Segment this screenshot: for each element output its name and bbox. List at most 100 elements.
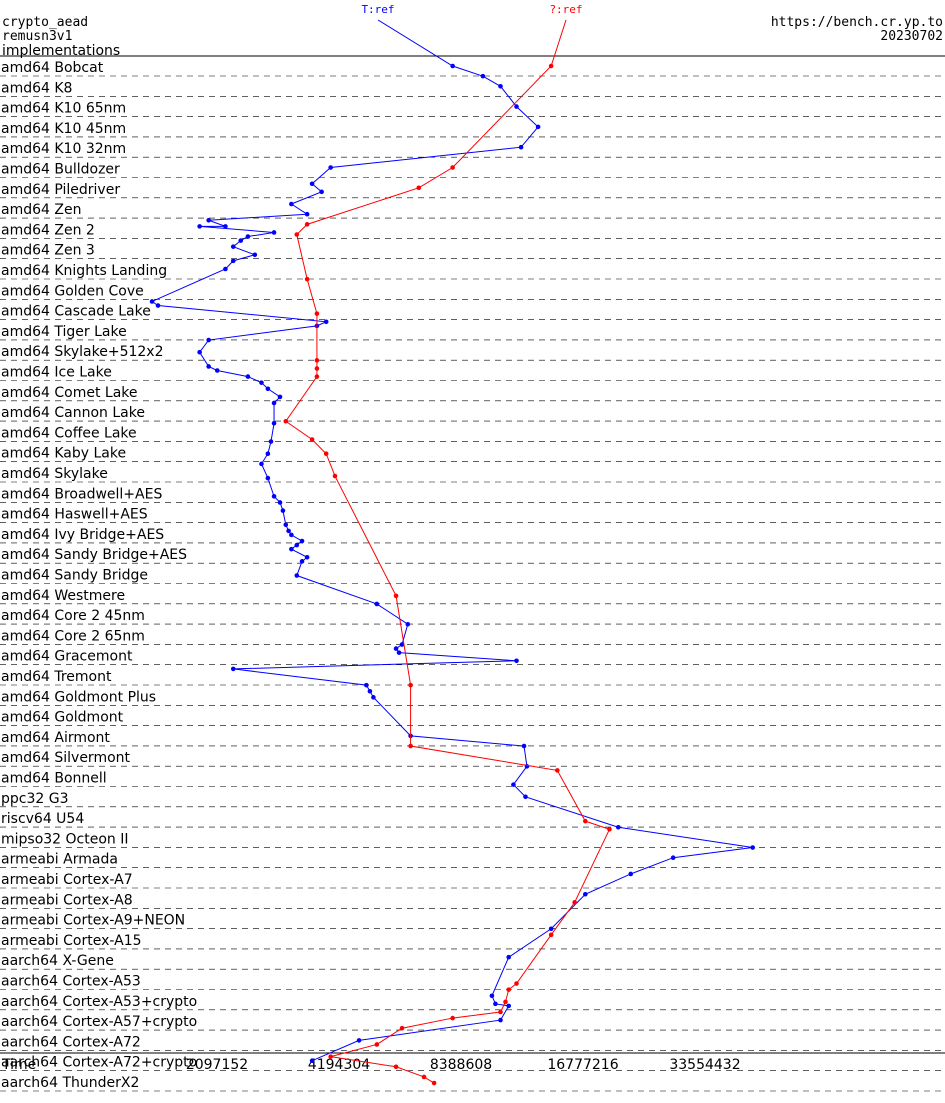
data-point: [506, 1003, 512, 1009]
category-label: amd64 Cannon Lake: [1, 405, 145, 421]
category-label: amd64 K10 32nm: [1, 141, 126, 157]
data-point: [514, 981, 519, 986]
series-legend-label: ?:ref: [549, 3, 582, 16]
category-label: amd64 Comet Lake: [1, 385, 138, 401]
data-point: [286, 528, 291, 534]
category-label: aarch64 Cortex-A53+crypto: [1, 994, 197, 1010]
data-point: [548, 932, 554, 938]
data-point: [374, 601, 380, 607]
data-point: [506, 954, 512, 960]
data-point: [271, 420, 277, 426]
data-point: [304, 211, 310, 217]
category-label: aarch64 Cortex-A57+crypto: [1, 1014, 197, 1030]
data-point: [498, 1017, 503, 1023]
category-label: armeabi Cortex-A9+NEON: [1, 913, 185, 929]
category-label: armeabi Armada: [1, 852, 118, 868]
category-label: amd64 Broadwell+AES: [1, 486, 162, 502]
data-point: [328, 165, 333, 170]
title-algorithm: remusn3v1: [2, 29, 73, 44]
data-point: [265, 386, 271, 392]
data-point: [408, 682, 413, 688]
x-tick-label: 16777216: [547, 1057, 618, 1073]
data-point: [230, 666, 236, 672]
data-point: [223, 266, 228, 272]
category-label: amd64 Knights Landing: [1, 263, 167, 279]
header-date: 20230702: [880, 29, 943, 44]
category-label: amd64 Skylake: [1, 466, 108, 482]
data-point: [230, 244, 236, 249]
data-point: [289, 532, 294, 538]
data-point: [670, 855, 676, 860]
data-point: [277, 500, 283, 505]
category-label: aarch64 X-Gene: [1, 953, 114, 969]
data-point: [548, 926, 554, 932]
category-label: mipso32 Octeon II: [1, 831, 129, 847]
category-label: amd64 Sandy Bridge: [1, 568, 148, 584]
category-label: amd64 Haswell+AES: [1, 507, 148, 523]
data-point: [583, 818, 588, 824]
data-point: [294, 232, 300, 237]
category-label: riscv64 U54: [1, 811, 84, 827]
category-label: amd64 Piledriver: [1, 182, 120, 198]
data-point: [214, 368, 220, 373]
data-point: [489, 993, 495, 999]
data-point: [503, 999, 508, 1005]
category-label: amd64 Zen: [1, 202, 81, 218]
data-point: [493, 1001, 498, 1007]
data-point: [399, 642, 405, 647]
data-point: [149, 299, 155, 304]
data-point: [555, 768, 560, 773]
data-point: [367, 688, 373, 694]
data-point: [309, 181, 315, 187]
category-label: armeabi Cortex-A15: [1, 933, 142, 949]
data-point: [289, 201, 294, 207]
data-point: [607, 826, 612, 832]
data-point: [283, 418, 289, 424]
data-point: [259, 380, 264, 385]
category-label: aarch64 Cortex-A72+crypto: [1, 1055, 197, 1071]
data-point: [265, 451, 271, 457]
data-point: [283, 522, 289, 528]
data-point: [480, 73, 486, 79]
data-point: [374, 1042, 380, 1047]
category-label: amd64 Zen 3: [1, 243, 95, 259]
data-point: [271, 230, 277, 235]
data-point: [206, 217, 211, 223]
data-point: [280, 508, 286, 513]
category-label: amd64 Golden Cove: [1, 283, 144, 299]
data-point: [408, 743, 413, 749]
category-label: amd64 Airmont: [1, 730, 110, 746]
data-point: [431, 1080, 437, 1086]
data-point: [223, 224, 228, 229]
data-point: [294, 542, 300, 548]
data-point: [521, 743, 527, 749]
data-point: [304, 554, 310, 560]
data-point: [319, 189, 324, 195]
data-point: [498, 84, 503, 89]
category-label: amd64 K10 65nm: [1, 101, 126, 117]
data-point: [535, 124, 541, 130]
header-url[interactable]: https://bench.cr.yp.to: [770, 15, 943, 30]
category-label: amd64 Goldmont: [1, 710, 124, 726]
category-label: amd64 Ivy Bridge+AES: [1, 527, 164, 543]
data-point: [289, 546, 294, 552]
data-point: [514, 104, 519, 109]
data-point: [450, 63, 455, 69]
data-point: [628, 871, 634, 877]
category-label: amd64 Westmere: [1, 588, 125, 604]
data-point: [393, 646, 399, 651]
data-point: [416, 185, 422, 191]
data-point: [314, 366, 320, 371]
category-label: amd64 K8: [1, 80, 72, 96]
category-label: amd64 Bobcat: [1, 60, 104, 76]
data-point: [238, 238, 244, 243]
category-label: amd64 Silvermont: [1, 750, 131, 766]
data-point: [304, 276, 310, 282]
category-label: amd64 K10 45nm: [1, 121, 126, 137]
data-point: [245, 374, 251, 379]
data-point: [393, 593, 399, 599]
category-label: aarch64 Cortex-A72: [1, 1034, 141, 1050]
category-label: amd64 Zen 2: [1, 222, 95, 238]
category-label: amd64 Skylake+512x2: [1, 344, 163, 360]
